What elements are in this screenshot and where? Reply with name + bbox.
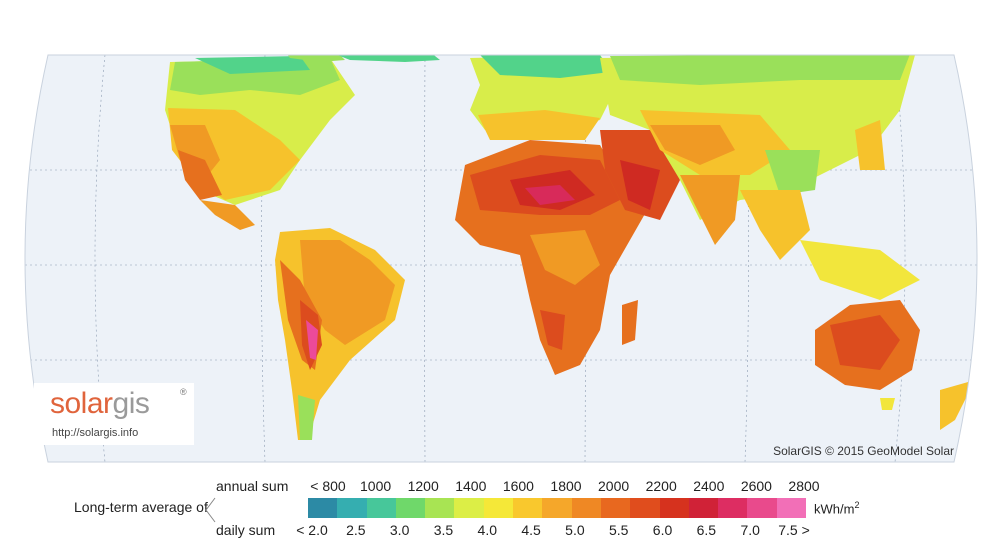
- logo-wordmark: solargis: [50, 387, 150, 420]
- annual-tick-label: < 800: [310, 478, 346, 494]
- map-border: [24, 54, 978, 463]
- daily-tick-label: 7.0: [740, 522, 760, 538]
- daily-tick-label: 2.5: [346, 522, 366, 538]
- annual-tick-label: 2600: [740, 478, 772, 494]
- annual-tick-label: 2400: [693, 478, 725, 494]
- annual-tick-label: 1000: [360, 478, 392, 494]
- greenland: [330, 55, 440, 62]
- africa: [455, 140, 650, 375]
- color-swatch: [395, 498, 426, 518]
- daily-tick-label: 6.0: [652, 522, 673, 538]
- daily-tick-label: 5.0: [565, 522, 585, 538]
- annual-sum-label: annual sum: [216, 478, 289, 494]
- australia: [815, 300, 975, 430]
- solargis-logo[interactable]: solargis ® http://solargis.info: [34, 383, 194, 445]
- logo-url[interactable]: http://solargis.info: [52, 427, 139, 439]
- color-swatch: [542, 498, 573, 518]
- annual-tick-label: 1200: [407, 478, 439, 494]
- annual-tick-label: 2800: [788, 478, 820, 494]
- legend-title: Long-term average of: [74, 499, 208, 515]
- color-swatch: [747, 498, 778, 518]
- bracket-icon: [205, 497, 216, 523]
- arabia: [600, 130, 680, 220]
- legend: annual sum Long-term average of daily su…: [0, 470, 1000, 547]
- daily-sum-label: daily sum: [216, 522, 276, 538]
- color-swatch: [571, 498, 602, 518]
- daily-tick-label: 3.0: [389, 522, 410, 538]
- color-swatch: [600, 498, 631, 518]
- color-swatch: [630, 498, 661, 518]
- annual-tick-label: 2000: [598, 478, 630, 494]
- registered-mark: ®: [180, 387, 187, 397]
- color-swatch: [718, 498, 748, 518]
- unit-label: kWh/m2: [814, 500, 860, 517]
- color-swatch: [659, 498, 690, 518]
- color-swatch: [513, 498, 543, 518]
- daily-tick-label: 7.5 >: [778, 522, 810, 538]
- color-swatch: [483, 498, 514, 518]
- world-solar-map: solargis ® http://solargis.info SolarGIS…: [24, 54, 978, 463]
- daily-tick-label: 4.0: [477, 522, 497, 538]
- europe: [470, 55, 620, 140]
- daily-tick-label: 3.5: [433, 522, 454, 538]
- annual-tick-label: 2200: [645, 478, 677, 494]
- north-america: [165, 55, 355, 230]
- color-swatch: [337, 498, 368, 518]
- color-swatch: [776, 498, 807, 518]
- south-america: [275, 228, 405, 440]
- color-swatch: [454, 498, 485, 518]
- copyright-text: SolarGIS © 2015 GeoModel Solar: [773, 444, 954, 458]
- color-swatch: [688, 498, 719, 518]
- annual-tick-label: 1800: [550, 478, 582, 494]
- daily-tick-label: 4.5: [521, 522, 541, 538]
- color-swatch: [425, 498, 455, 518]
- color-swatch: [308, 498, 338, 518]
- annual-tick-label: 1400: [455, 478, 487, 494]
- daily-tick-label: < 2.0: [296, 522, 328, 538]
- color-swatch: [366, 498, 397, 518]
- daily-tick-label: 5.5: [608, 522, 629, 538]
- asia: [600, 55, 920, 300]
- annual-tick-label: 1600: [502, 478, 534, 494]
- daily-tick-label: 6.5: [696, 522, 717, 538]
